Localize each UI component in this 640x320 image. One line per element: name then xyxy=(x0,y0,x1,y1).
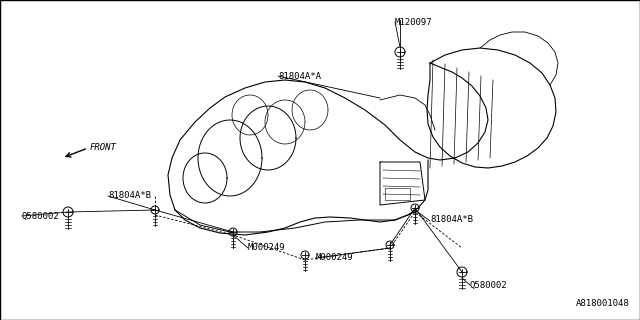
Text: Q580002: Q580002 xyxy=(470,281,508,290)
Text: M000249: M000249 xyxy=(316,253,354,262)
Text: 81804A*B: 81804A*B xyxy=(108,191,151,201)
Text: A818001048: A818001048 xyxy=(576,299,630,308)
Text: 81804A*A: 81804A*A xyxy=(278,72,321,81)
Text: 81804A*B: 81804A*B xyxy=(430,215,473,225)
Text: FRONT: FRONT xyxy=(90,143,117,153)
Text: M000249: M000249 xyxy=(248,243,285,252)
Text: M120097: M120097 xyxy=(395,18,433,27)
Text: Q580002: Q580002 xyxy=(22,212,60,220)
